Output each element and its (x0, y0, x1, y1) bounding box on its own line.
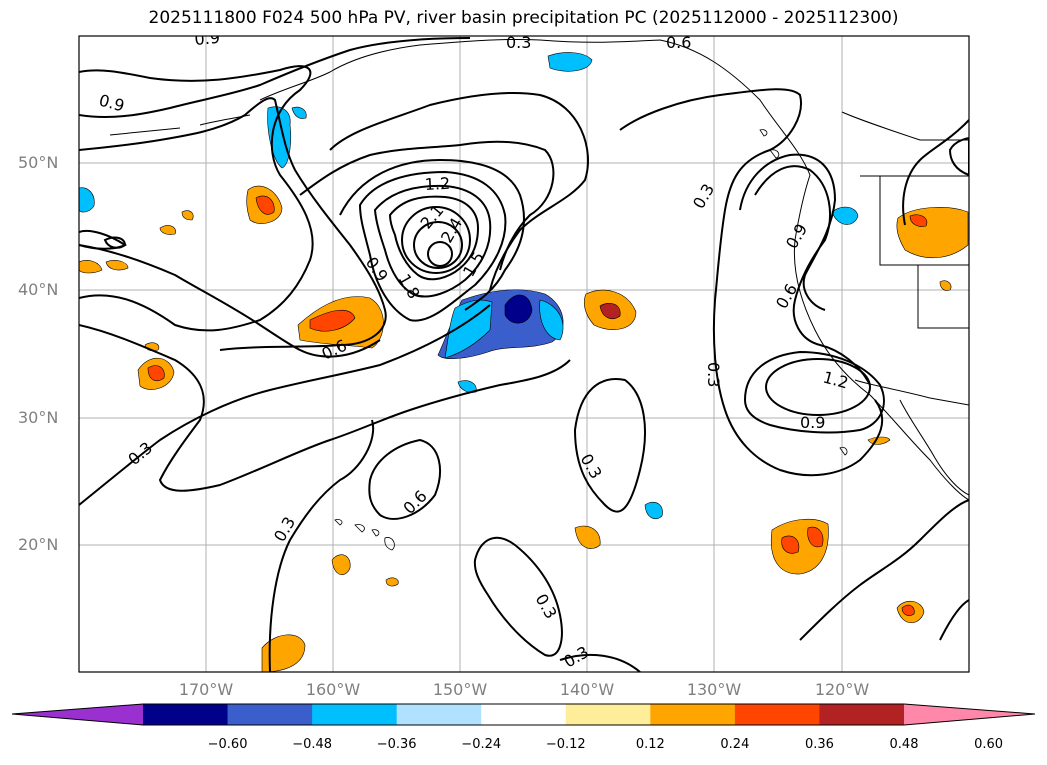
contour-label: 1.2 (424, 174, 450, 194)
pv-contour-0.6-mid (368, 438, 441, 520)
map-background (79, 36, 969, 672)
precip-patch (79, 187, 95, 213)
precip-patch (939, 280, 952, 291)
precip-patch (181, 210, 194, 221)
pv-contour-0.6-center (299, 140, 555, 271)
precip-patch (807, 526, 824, 548)
pv-contour-0.9-center (339, 158, 526, 311)
pv-contour-2.7 (427, 241, 453, 267)
lat-label: 40°N (18, 280, 59, 299)
contour-label: 0.3 (506, 33, 531, 52)
map-frame (78, 35, 970, 673)
precip-patch (385, 577, 399, 587)
precip-patch (255, 195, 275, 215)
precip-patch (79, 260, 103, 274)
precip-patch (261, 634, 306, 672)
coastlines (109, 38, 969, 501)
map-title: 2025111800 F024 500 hPa PV, river basin … (148, 8, 899, 28)
pv-contour-loop-ne (948, 136, 969, 177)
precip-patch (147, 365, 165, 381)
pv-contour-0.3-southeast (799, 499, 969, 641)
lat-label: 30°N (18, 408, 59, 427)
pv-contour-0.9-east (739, 153, 837, 311)
pv-contour-0.3-south (79, 304, 491, 506)
pv-contour-2.1 (401, 206, 471, 274)
colorbar-tick-label: 0.60 (974, 737, 1004, 752)
colorbar-tick-label: 0.48 (889, 737, 919, 752)
precip-patch (309, 309, 356, 332)
pv-contour-0.3-mid (79, 324, 571, 492)
lat-label: 20°N (18, 535, 59, 554)
lon-label: 150°W (432, 680, 488, 699)
pv-contour-0.3-east (573, 378, 646, 513)
pv-contours (79, 37, 969, 672)
pv-contour-0.9-low-east (743, 350, 885, 434)
pv-contour-0.3-north (79, 65, 314, 332)
precip-patch (539, 299, 564, 341)
precip-patch (909, 214, 928, 227)
precip-patch (574, 525, 601, 549)
contour-label: 0.9 (800, 413, 825, 432)
pv-contour-0.3-bottom (559, 653, 641, 672)
colorbar-tick-label: 0.36 (804, 737, 834, 752)
pv-contour-0.9-left (79, 97, 387, 351)
precip-patch (901, 604, 915, 616)
precip-patch (457, 380, 477, 393)
pv-contour-0.9-north (79, 37, 471, 119)
pv-contour-0.6-east (754, 165, 871, 386)
contour-label: 0.6 (666, 33, 691, 52)
pv-contour-1.5 (373, 184, 492, 298)
precip-patch (105, 260, 129, 271)
lat-label: 50°N (18, 153, 59, 172)
precip-patch (547, 52, 593, 72)
precip-warm (79, 185, 969, 672)
pv-contour-loop-ul (103, 236, 127, 249)
pv-contour-0.3-right (902, 119, 969, 226)
colorbar-tick-label: −0.60 (207, 737, 248, 752)
colorbar-tick-label: 0.24 (720, 737, 750, 752)
pv-contour-0.3-sw (268, 419, 375, 672)
lon-label: 120°W (814, 680, 870, 699)
lon-label: 130°W (686, 680, 742, 699)
precip-patch (331, 554, 351, 575)
precip-patch (896, 207, 969, 259)
contour-label: 0.9 (194, 28, 221, 49)
lon-label: 170°W (178, 680, 234, 699)
precip-patch (444, 299, 493, 359)
islands (334, 129, 848, 551)
precip-patch (599, 303, 621, 319)
pv-contour-0.3-east-long (619, 88, 884, 477)
pv-contour-0.3-low (473, 536, 563, 657)
precip-patch (291, 106, 307, 119)
precip-patch (781, 535, 800, 554)
colorbar-tick-label: −0.48 (292, 737, 333, 752)
pv-contour-0.3-corner (939, 599, 969, 641)
lon-label: 140°W (559, 680, 615, 699)
pv-contour-0.3-center (329, 92, 589, 291)
pv-contour-0.6 (79, 244, 381, 358)
pv-contour-1.2-east (765, 358, 871, 416)
precip-patch (831, 206, 859, 225)
colorbar-tick-label: −0.24 (461, 737, 502, 752)
precip-patch (644, 501, 663, 519)
precip-patch (159, 225, 176, 235)
lon-label: 160°W (305, 680, 361, 699)
contour-label: 0.3 (704, 362, 723, 387)
colorbar-tick-label: −0.36 (376, 737, 417, 752)
pv-contour-2.4 (413, 221, 463, 269)
colorbar-tick-label: 0.12 (635, 737, 665, 752)
colorbar-tick-label: −0.12 (545, 737, 586, 752)
pv-contour-1.2 (358, 170, 507, 322)
precip-patch (504, 294, 533, 324)
pv-contour-1.8 (388, 195, 480, 281)
